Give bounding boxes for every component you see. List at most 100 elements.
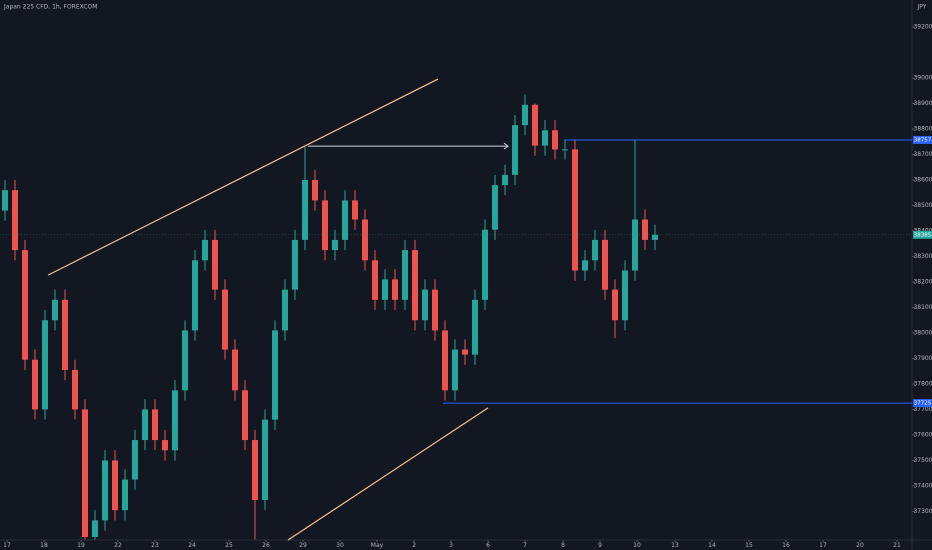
x-tick-label: 3 <box>449 542 453 549</box>
x-tick-label: 23 <box>151 542 159 549</box>
candle-body <box>322 200 328 251</box>
candle-body <box>52 299 58 321</box>
level-price-box <box>913 135 932 144</box>
x-tick-label: 26 <box>262 542 270 549</box>
x-tick-label: 9 <box>598 542 602 549</box>
x-tick-label: 30 <box>336 542 344 549</box>
candle-body <box>352 200 358 220</box>
candle-body <box>372 260 378 300</box>
candle-body <box>182 330 188 391</box>
y-tick-label: 38000 <box>913 329 932 336</box>
y-tick-label: 38900 <box>913 100 932 107</box>
candle-body <box>2 190 8 211</box>
candle-body <box>252 440 258 500</box>
candle-body <box>552 130 558 150</box>
candle-body <box>222 289 228 350</box>
candle-body <box>572 149 578 271</box>
last-price-label: 38385 <box>914 232 932 238</box>
candle-body <box>482 229 488 300</box>
x-tick-label: 18 <box>40 542 48 549</box>
candle-body <box>442 330 448 391</box>
candle-body <box>452 349 458 391</box>
candle-body <box>312 180 318 201</box>
level-price-label: 37725 <box>914 401 932 407</box>
y-tick-label: 39000 <box>913 75 932 82</box>
candle-body <box>272 330 278 420</box>
arrow-head <box>503 142 509 150</box>
candle-body <box>592 239 598 261</box>
x-tick-label: 17 <box>3 542 11 549</box>
y-tick-label: 37800 <box>913 380 932 387</box>
x-tick-label: 16 <box>782 542 790 549</box>
candle-body <box>262 419 268 500</box>
x-tick-label: 13 <box>671 542 679 549</box>
last-price-box <box>913 230 932 239</box>
x-tick-label: 15 <box>745 542 753 549</box>
x-tick-label: 24 <box>188 542 196 549</box>
candle-body <box>422 289 428 321</box>
x-tick-label: 20 <box>856 542 864 549</box>
x-tick-label: 29 <box>299 542 307 549</box>
x-tick-label: 19 <box>77 542 85 549</box>
candle-body <box>582 260 588 271</box>
candle-body <box>72 369 78 410</box>
y-tick-label: 38800 <box>913 126 932 133</box>
candle-body <box>412 250 418 321</box>
candle-body <box>392 279 398 300</box>
candle-body <box>522 104 528 126</box>
chart-title: Japan 225 CFD, 1h, FOREXCOM <box>3 4 97 11</box>
y-tick-label: 37300 <box>913 508 932 515</box>
candle-body <box>462 349 468 355</box>
candle-body <box>652 234 658 240</box>
candle-body <box>152 409 158 441</box>
candle-body <box>282 289 288 331</box>
candle-body <box>242 390 248 441</box>
candle-body <box>122 479 128 511</box>
y-tick-label: 38700 <box>913 151 932 158</box>
candle-body <box>382 279 388 300</box>
candle-body <box>492 185 498 230</box>
y-tick-label: 37700 <box>913 406 932 413</box>
x-tick-label: 14 <box>708 542 716 549</box>
x-tick-label: 25 <box>225 542 233 549</box>
x-tick-label: 8 <box>561 542 565 549</box>
y-tick-label: 38500 <box>913 202 932 209</box>
candle-body <box>402 250 408 300</box>
candle-body <box>142 409 148 441</box>
candle-body <box>112 460 118 511</box>
candle-body <box>232 349 238 391</box>
candle-body <box>172 390 178 451</box>
y-tick-label: 37400 <box>913 482 932 489</box>
x-tick-label: 17 <box>819 542 827 549</box>
candle-body <box>602 239 608 290</box>
x-tick-label: May <box>371 542 384 549</box>
candle-body <box>612 289 618 321</box>
x-tick-label: 7 <box>523 542 527 549</box>
y-tick-label: 37500 <box>913 457 932 464</box>
candle-body <box>302 180 308 240</box>
currency-label: JPY <box>917 4 927 11</box>
y-tick-label: 38600 <box>913 177 932 184</box>
x-tick-label: 22 <box>114 542 122 549</box>
candle-body <box>162 440 168 451</box>
candle-body <box>82 409 88 537</box>
candle-body <box>132 440 138 480</box>
y-tick-label: 38100 <box>913 304 932 311</box>
candle-body <box>562 149 568 151</box>
y-tick-label: 37600 <box>913 431 932 438</box>
y-tick-label: 38300 <box>913 253 932 260</box>
candle-body <box>32 359 38 410</box>
candle-body <box>12 190 18 251</box>
candle-body <box>362 219 368 261</box>
candle-body <box>532 104 538 146</box>
candle-body <box>192 260 198 331</box>
candle-body <box>512 125 518 175</box>
x-tick-label: 10 <box>633 542 641 549</box>
candle-body <box>102 460 108 521</box>
candle-body <box>292 239 298 290</box>
candle-body <box>212 239 218 290</box>
level-price-label: 38757 <box>914 137 932 143</box>
x-tick-label: 6 <box>486 542 490 549</box>
